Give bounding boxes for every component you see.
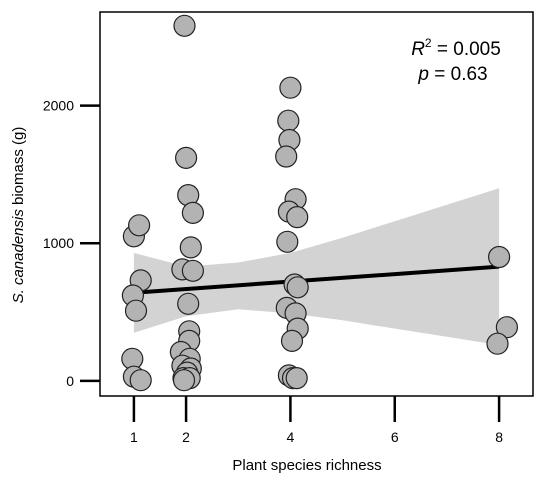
r-squared-exponent: 2: [425, 36, 432, 50]
x-tick-label: 1: [130, 429, 138, 445]
data-point: [177, 292, 200, 315]
y-axis-title: S. canadensis biomass (g): [10, 127, 27, 304]
data-point: [277, 109, 300, 132]
data-point: [173, 14, 196, 37]
p-symbol: p: [417, 64, 429, 85]
data-point: [181, 201, 204, 224]
data-point: [486, 332, 509, 355]
data-point: [285, 367, 308, 390]
r-squared-value: = 0.005: [432, 39, 501, 60]
data-point: [280, 329, 304, 352]
y-axis-title-unit: biomass (g): [10, 127, 27, 210]
data-point: [276, 230, 299, 253]
data-points-layer: [121, 14, 518, 392]
regression-line-layer: [133, 264, 500, 295]
confidence-band: [133, 188, 500, 346]
data-point: [124, 299, 148, 322]
data-point: [286, 206, 309, 229]
x-tick-label: 6: [391, 429, 399, 445]
x-tick-label: 4: [287, 429, 295, 445]
x-tick-label: 8: [495, 429, 503, 445]
data-point: [488, 245, 511, 269]
data-point: [275, 145, 298, 168]
regression-line: [133, 264, 500, 295]
x-tick-label: 2: [182, 429, 190, 445]
r-squared-symbol: R: [411, 39, 425, 60]
y-tick-label: 0: [66, 373, 74, 389]
data-point: [181, 259, 204, 282]
data-point: [279, 76, 302, 99]
data-point: [495, 316, 518, 339]
confidence-band-layer: [133, 188, 500, 346]
r-squared-annotation: R2 = 0.005: [411, 36, 501, 60]
y-axis-title-species: S. canadensis: [10, 209, 27, 304]
data-point: [286, 276, 309, 299]
y-tick-label: 1000: [43, 235, 74, 251]
data-point: [129, 369, 152, 392]
x-axis: 1 2 4 6 8: [130, 396, 503, 445]
p-value: = 0.63: [429, 64, 488, 85]
x-axis-title: Plant species richness: [232, 457, 381, 474]
p-value-annotation: p = 0.63: [417, 64, 487, 85]
data-point: [172, 369, 196, 392]
y-axis: 0 1000 2000: [43, 98, 100, 389]
data-point: [179, 236, 202, 259]
data-point: [175, 146, 198, 169]
data-point: [128, 214, 151, 237]
y-tick-label: 2000: [43, 98, 74, 114]
plot-frame: [99, 11, 534, 397]
